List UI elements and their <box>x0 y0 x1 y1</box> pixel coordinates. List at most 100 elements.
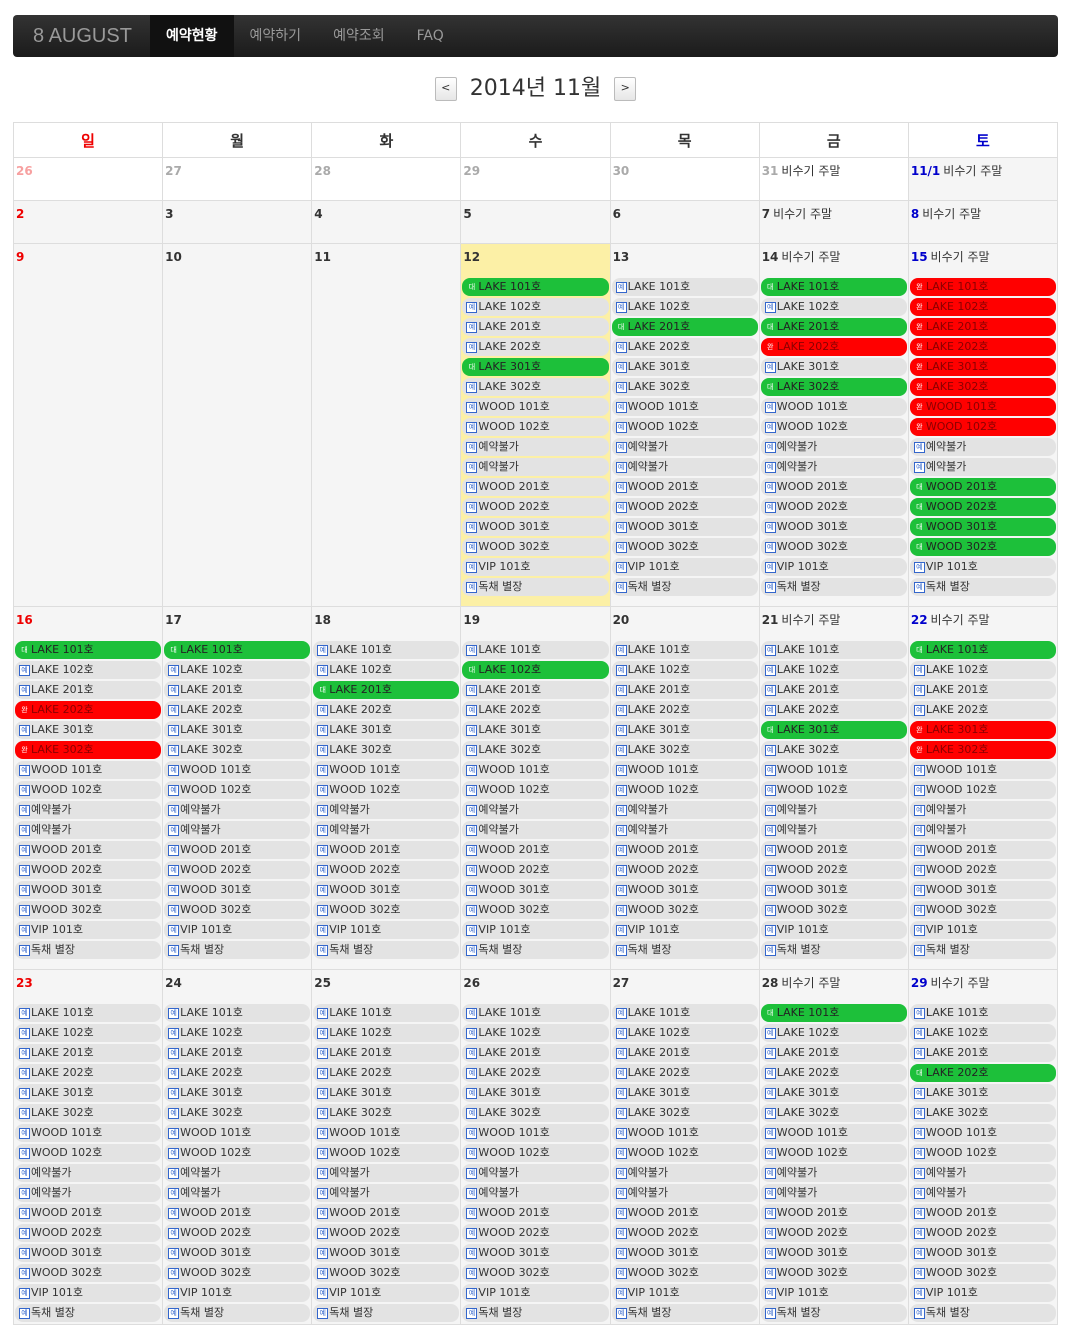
room-slot[interactable]: 예 WOOD 202호 <box>462 861 609 879</box>
room-slot[interactable]: 예 LAKE 202호 <box>462 1064 609 1082</box>
room-slot[interactable]: 예 예약불가 <box>611 458 758 476</box>
room-slot[interactable]: 예 WOOD 301호 <box>15 881 162 899</box>
room-slot[interactable]: 예 WOOD 101호 <box>909 1124 1056 1142</box>
room-slot[interactable]: 예 WOOD 302호 <box>313 1264 460 1282</box>
room-slot[interactable]: 예 WOOD 302호 <box>15 901 162 919</box>
room-slot[interactable]: 예 독채 별장 <box>760 941 907 959</box>
room-slot[interactable]: 예 LAKE 301호 <box>462 721 609 739</box>
room-slot[interactable]: 예 LAKE 201호 <box>462 1044 609 1062</box>
room-slot[interactable]: 예 LAKE 301호 <box>164 1084 311 1102</box>
room-slot[interactable]: 예 WOOD 202호 <box>611 1224 758 1242</box>
room-slot[interactable]: 예 LAKE 302호 <box>313 741 460 759</box>
room-slot[interactable]: 예 WOOD 201호 <box>909 1204 1056 1222</box>
room-slot[interactable]: 예 LAKE 202호 <box>164 1064 311 1082</box>
room-slot[interactable]: 예 예약불가 <box>15 801 162 819</box>
room-slot[interactable]: 예 WOOD 202호 <box>462 1224 609 1242</box>
room-slot[interactable]: 예 예약불가 <box>760 1164 907 1182</box>
room-slot[interactable]: 예 VIP 101호 <box>313 1284 460 1302</box>
room-slot[interactable]: 예 예약불가 <box>462 458 609 476</box>
room-slot[interactable]: 예 WOOD 301호 <box>909 881 1056 899</box>
room-slot[interactable]: 예 예약불가 <box>611 821 758 839</box>
room-slot[interactable]: 예 WOOD 202호 <box>313 861 460 879</box>
room-slot[interactable]: 예 LAKE 101호 <box>760 641 907 659</box>
room-slot[interactable]: 예 독채 별장 <box>611 1304 758 1322</box>
room-slot[interactable]: 예 독채 별장 <box>760 578 907 596</box>
room-slot[interactable]: 예 LAKE 201호 <box>909 1044 1056 1062</box>
room-slot[interactable]: 예 LAKE 102호 <box>611 1024 758 1042</box>
room-slot[interactable]: 예 LAKE 202호 <box>164 701 311 719</box>
room-slot[interactable]: 예 독채 별장 <box>462 1304 609 1322</box>
brand-logo[interactable]: 8 AUGUST <box>33 25 132 47</box>
room-slot[interactable]: 예 WOOD 202호 <box>462 498 609 516</box>
room-slot[interactable]: 예 LAKE 302호 <box>15 1104 162 1122</box>
room-slot[interactable]: 예 예약불가 <box>313 801 460 819</box>
room-slot[interactable]: 예 LAKE 102호 <box>313 1024 460 1042</box>
room-slot[interactable]: 예 LAKE 301호 <box>164 721 311 739</box>
room-slot[interactable]: 예 WOOD 301호 <box>164 1244 311 1262</box>
room-slot[interactable]: 예 WOOD 201호 <box>760 1204 907 1222</box>
room-slot[interactable]: 예 WOOD 202호 <box>909 1224 1056 1242</box>
room-slot[interactable]: 예 WOOD 301호 <box>313 881 460 899</box>
room-slot[interactable]: 예 LAKE 102호 <box>760 298 907 316</box>
room-slot[interactable]: 예 LAKE 102호 <box>313 661 460 679</box>
room-slot[interactable]: 예 예약불가 <box>611 1164 758 1182</box>
room-slot[interactable]: 예 예약불가 <box>760 801 907 819</box>
room-slot[interactable]: 예 VIP 101호 <box>15 1284 162 1302</box>
room-slot[interactable]: 예 WOOD 301호 <box>611 881 758 899</box>
room-slot[interactable]: 예 LAKE 301호 <box>611 1084 758 1102</box>
room-slot[interactable]: 예 LAKE 102호 <box>15 661 162 679</box>
room-slot[interactable]: 예 WOOD 201호 <box>462 478 609 496</box>
room-slot[interactable]: 예 WOOD 101호 <box>313 761 460 779</box>
room-slot[interactable]: 예 LAKE 302호 <box>760 741 907 759</box>
room-slot[interactable]: 예 VIP 101호 <box>611 1284 758 1302</box>
room-slot[interactable]: 예 LAKE 101호 <box>313 1004 460 1022</box>
room-slot[interactable]: 예 VIP 101호 <box>164 921 311 939</box>
room-slot[interactable]: 예 WOOD 301호 <box>760 881 907 899</box>
room-slot[interactable]: 예 LAKE 302호 <box>164 741 311 759</box>
room-slot[interactable]: 예 VIP 101호 <box>462 921 609 939</box>
room-slot[interactable]: 예 WOOD 302호 <box>462 538 609 556</box>
room-slot[interactable]: 예 WOOD 201호 <box>313 841 460 859</box>
room-slot[interactable]: 예 LAKE 301호 <box>462 1084 609 1102</box>
room-slot[interactable]: 예 LAKE 201호 <box>611 1044 758 1062</box>
room-slot[interactable]: 예 WOOD 301호 <box>760 518 907 536</box>
room-slot[interactable]: 예 WOOD 102호 <box>313 1144 460 1162</box>
room-slot[interactable]: 예 WOOD 101호 <box>760 398 907 416</box>
room-slot[interactable]: 예 LAKE 202호 <box>15 1064 162 1082</box>
room-slot[interactable]: 예 WOOD 201호 <box>462 1204 609 1222</box>
room-slot[interactable]: 예 WOOD 301호 <box>15 1244 162 1262</box>
room-slot[interactable]: 예 LAKE 102호 <box>164 1024 311 1042</box>
room-slot[interactable]: 예 독채 별장 <box>611 578 758 596</box>
room-slot[interactable]: 예 LAKE 202호 <box>611 701 758 719</box>
room-slot[interactable]: 예 LAKE 202호 <box>909 701 1056 719</box>
room-slot[interactable]: 예 LAKE 302호 <box>611 378 758 396</box>
room-slot[interactable]: 예 WOOD 202호 <box>15 1224 162 1242</box>
nav-item-faq[interactable]: FAQ <box>416 28 444 44</box>
room-slot[interactable]: 예 LAKE 302호 <box>462 378 609 396</box>
room-slot[interactable]: 예 예약불가 <box>313 1164 460 1182</box>
room-slot[interactable]: 예 WOOD 101호 <box>760 761 907 779</box>
room-slot[interactable]: 예 LAKE 302호 <box>760 1104 907 1122</box>
room-slot[interactable]: 예 WOOD 202호 <box>611 498 758 516</box>
room-slot[interactable]: 예 WOOD 101호 <box>313 1124 460 1142</box>
room-slot[interactable]: 예 예약불가 <box>760 438 907 456</box>
room-slot[interactable]: 예 WOOD 201호 <box>760 478 907 496</box>
room-slot[interactable]: 예 독채 별장 <box>760 1304 907 1322</box>
room-slot[interactable]: 예 LAKE 202호 <box>462 701 609 719</box>
room-slot[interactable]: 예 LAKE 301호 <box>15 1084 162 1102</box>
room-slot[interactable]: 예 LAKE 202호 <box>611 338 758 356</box>
room-slot[interactable]: 예 WOOD 302호 <box>909 1264 1056 1282</box>
room-slot[interactable]: 예 LAKE 101호 <box>462 1004 609 1022</box>
room-slot[interactable]: 예 WOOD 201호 <box>313 1204 460 1222</box>
room-slot[interactable]: 예 예약불가 <box>760 458 907 476</box>
room-slot[interactable]: 예 LAKE 102호 <box>462 1024 609 1042</box>
nav-item-check-reservation[interactable]: 예약조회 <box>333 28 385 44</box>
room-slot[interactable]: 예 LAKE 201호 <box>462 318 609 336</box>
room-slot[interactable]: 예 WOOD 301호 <box>462 881 609 899</box>
room-slot[interactable]: 예 WOOD 101호 <box>462 1124 609 1142</box>
room-slot[interactable]: 예 LAKE 102호 <box>611 298 758 316</box>
room-slot[interactable]: 예 VIP 101호 <box>909 1284 1056 1302</box>
room-slot[interactable]: 예 LAKE 301호 <box>313 1084 460 1102</box>
room-slot[interactable]: 예 WOOD 202호 <box>164 1224 311 1242</box>
room-slot[interactable]: 예 LAKE 102호 <box>611 661 758 679</box>
